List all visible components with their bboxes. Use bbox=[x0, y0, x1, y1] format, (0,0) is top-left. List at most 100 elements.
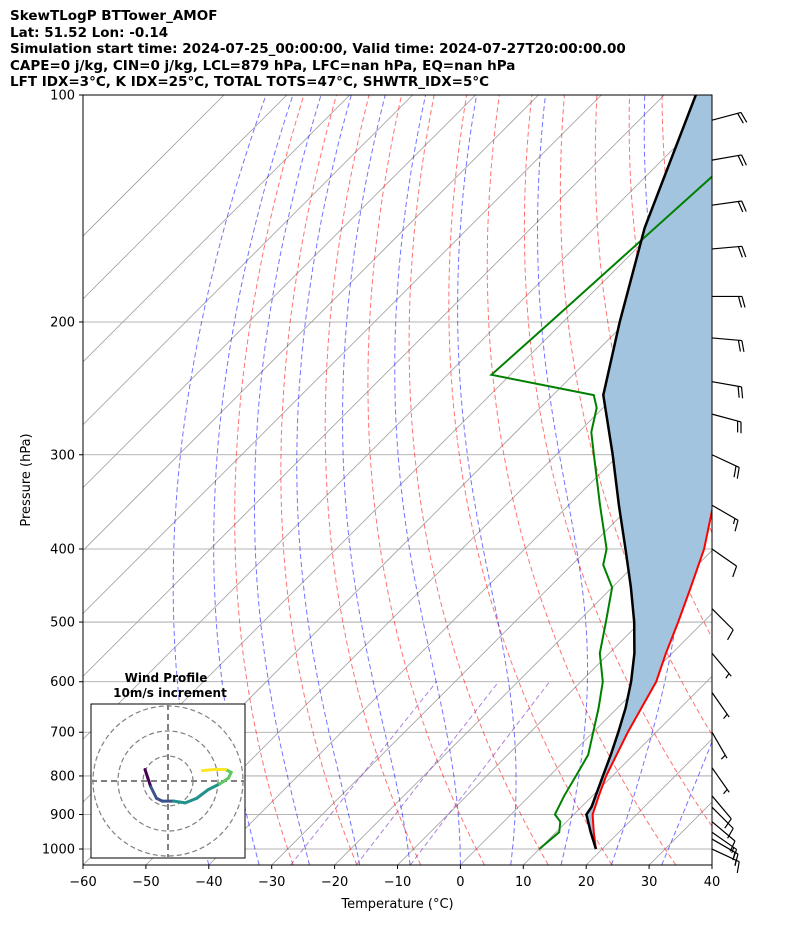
wind-barb bbox=[711, 337, 745, 352]
moist-adiabat bbox=[342, 95, 411, 865]
x-tick-label: 10 bbox=[515, 875, 532, 890]
moist-adiabat bbox=[661, 740, 712, 865]
x-axis-label: Temperature (°C) bbox=[340, 897, 453, 912]
x-tick-label: 30 bbox=[641, 875, 658, 890]
isotherm bbox=[460, 612, 712, 865]
isotherm bbox=[334, 487, 712, 865]
dry-adiabat bbox=[448, 95, 613, 865]
hodograph-segment bbox=[218, 776, 230, 786]
hodograph-subtitle: 10m/s increment bbox=[113, 686, 227, 700]
wind-barb bbox=[711, 652, 732, 679]
y-tick-label: 200 bbox=[50, 315, 75, 330]
moist-adiabat bbox=[296, 95, 361, 865]
hodograph-title: Wind Profile bbox=[125, 671, 208, 685]
dry-adiabat bbox=[523, 95, 712, 828]
wind-barb bbox=[711, 806, 734, 839]
cape-cin-shading bbox=[586, 95, 712, 849]
dry-adiabat bbox=[234, 95, 305, 865]
index-line: LFT IDX=3°C, K IDX=25°C, TOTAL TOTS=47°C… bbox=[10, 74, 490, 90]
moist-adiabat bbox=[394, 95, 461, 865]
isotherm bbox=[83, 95, 476, 489]
x-tick-label: 40 bbox=[704, 875, 721, 890]
isotherm bbox=[145, 298, 712, 865]
y-tick-label: 100 bbox=[50, 89, 75, 104]
dry-adiabat bbox=[324, 95, 422, 865]
dewpoint-line bbox=[489, 175, 712, 850]
moist-adiabat bbox=[536, 95, 588, 865]
hodograph-segment bbox=[149, 785, 158, 800]
mixing-ratio-line bbox=[409, 681, 550, 865]
dry-adiabat bbox=[727, 95, 794, 865]
wind-barb bbox=[711, 608, 734, 641]
hodograph-segment bbox=[146, 776, 153, 789]
y-tick-label: 400 bbox=[50, 542, 75, 557]
x-tick-label: −10 bbox=[384, 875, 411, 890]
hodograph-segment bbox=[143, 768, 150, 780]
wind-barb bbox=[711, 767, 730, 795]
mixing-ratio-line bbox=[355, 681, 499, 865]
isotherm bbox=[83, 95, 288, 300]
x-tick-label: −40 bbox=[195, 875, 222, 890]
wind-barb bbox=[711, 413, 742, 434]
cape-line: CAPE=0 j/kg, CIN=0 j/kg, LCL=879 hPa, LF… bbox=[10, 57, 516, 74]
hodograph-ring bbox=[117, 730, 219, 832]
dry-adiabat bbox=[408, 95, 549, 865]
wind-barb bbox=[711, 731, 728, 760]
isotherm bbox=[83, 95, 351, 363]
hodograph-segment bbox=[195, 788, 210, 800]
isotherm bbox=[208, 361, 712, 865]
moist-adiabat bbox=[457, 95, 517, 865]
hodograph-segment bbox=[206, 782, 222, 792]
isotherm bbox=[83, 95, 413, 426]
parcel-line bbox=[585, 95, 697, 850]
time-line: Simulation start time: 2024-07-25_00:00:… bbox=[10, 41, 626, 57]
dry-adiabat bbox=[367, 95, 485, 865]
isotherm bbox=[711, 864, 712, 865]
axes: −60 −50 −40 −30 −20 −10 0 10 20 30 40 100 200 300 400 5… bbox=[19, 89, 720, 913]
wind-barb bbox=[711, 548, 738, 578]
y-tick-label: 300 bbox=[50, 448, 75, 463]
hodograph-segment bbox=[183, 796, 199, 805]
chart-title: SkewTLogP BTTower_AMOF bbox=[10, 8, 218, 24]
moist-adiabat bbox=[254, 95, 322, 865]
y-tick-label: 600 bbox=[50, 675, 75, 690]
wind-barb bbox=[711, 795, 732, 829]
isotherm bbox=[83, 95, 665, 677]
chart-header: SkewTLogP BTTower_AMOF Lat: 51.52 Lon: -… bbox=[10, 8, 626, 91]
x-tick-label: 20 bbox=[578, 875, 595, 890]
wind-barb bbox=[711, 245, 747, 258]
location-line: Lat: 51.52 Lon: -0.14 bbox=[10, 24, 169, 41]
wind-barb bbox=[711, 154, 747, 167]
y-tick-label: 500 bbox=[50, 616, 75, 631]
cin-shading bbox=[586, 95, 712, 849]
temperature-line bbox=[591, 506, 712, 850]
x-tick-label: −60 bbox=[69, 875, 96, 890]
y-tick-label: 1000 bbox=[42, 843, 75, 858]
x-tick-label: −20 bbox=[321, 875, 348, 890]
moist-adiabat bbox=[711, 863, 712, 865]
moist-adiabat bbox=[172, 95, 267, 865]
x-tick-label: −30 bbox=[258, 875, 285, 890]
wind-barbs bbox=[711, 111, 748, 874]
y-axis-label: Pressure (hPa) bbox=[19, 433, 34, 526]
moist-adiabat bbox=[610, 95, 685, 865]
wind-barb bbox=[711, 692, 730, 719]
moist-adiabat bbox=[213, 95, 294, 865]
x-tick-label: −50 bbox=[132, 875, 159, 890]
y-tick-label: 700 bbox=[50, 726, 75, 741]
dry-adiabat bbox=[280, 95, 358, 865]
profile-lines bbox=[489, 95, 712, 850]
y-tick-label: 800 bbox=[50, 769, 75, 784]
dry-adiabat bbox=[486, 95, 677, 865]
wind-barb bbox=[711, 821, 736, 852]
wind-barb bbox=[711, 111, 748, 124]
dry-adiabat bbox=[760, 95, 794, 865]
isotherm bbox=[775, 95, 794, 865]
hodograph-segment bbox=[172, 799, 187, 805]
wind-barb bbox=[711, 504, 739, 532]
isotherm bbox=[83, 109, 712, 740]
wind-barb bbox=[711, 381, 744, 399]
wind-barb bbox=[711, 200, 747, 213]
